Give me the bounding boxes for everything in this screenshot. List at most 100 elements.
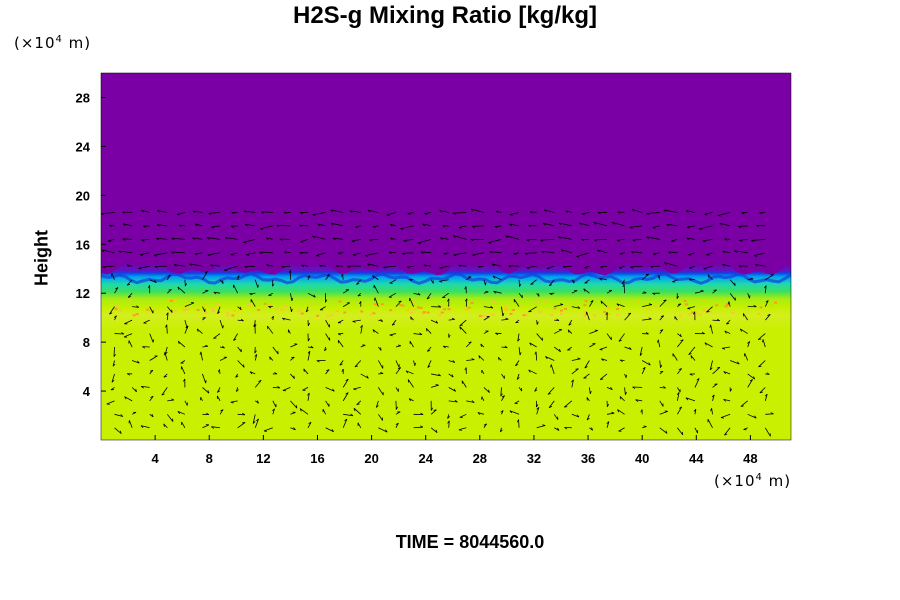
vector-arrowhead	[326, 369, 330, 372]
vector-arrow	[584, 265, 590, 269]
mixing-band	[101, 272, 791, 286]
vector-arrowhead	[458, 227, 462, 229]
vector-arrow	[567, 329, 573, 334]
vector-arrowhead	[515, 364, 519, 367]
vector-arrow	[659, 427, 668, 434]
vector-arrow	[367, 263, 379, 267]
vector-arrow	[757, 333, 766, 340]
vector-arrow	[606, 333, 612, 341]
vector-arrowhead	[519, 352, 522, 356]
vector-arrow	[515, 360, 520, 366]
vector-arrow	[391, 319, 397, 326]
vector-arrowhead	[599, 349, 603, 351]
vector-arrowhead	[339, 363, 343, 366]
vector-arrowhead	[299, 252, 303, 255]
vector-arrowhead	[380, 371, 384, 374]
speckle	[135, 313, 139, 316]
vector-arrowhead	[536, 321, 539, 325]
vector-arrowhead	[492, 275, 496, 279]
vector-arrow	[586, 414, 590, 421]
vector-arrow	[141, 209, 150, 213]
vector-arrow	[424, 212, 432, 214]
vector-arrow	[755, 263, 766, 267]
vector-arrowhead	[217, 390, 221, 393]
vector-arrow	[339, 360, 344, 366]
vector-arrow	[157, 210, 168, 213]
vector-arrowhead	[299, 408, 302, 412]
vector-arrowhead	[509, 214, 513, 216]
speckle	[440, 311, 444, 314]
y-tick-label: 24	[76, 139, 91, 154]
vector-arrowhead	[372, 329, 375, 333]
vector-arrow	[606, 387, 613, 390]
vector-arrow	[535, 351, 538, 361]
vector-arrow	[163, 423, 168, 429]
vector-arrow	[353, 407, 362, 415]
vector-arrowhead	[491, 263, 495, 267]
vector-arrowhead	[243, 210, 247, 214]
vector-arrowhead	[435, 384, 439, 386]
vector-arrowhead	[471, 400, 475, 403]
vector-arrow	[579, 222, 590, 227]
vector-arrow	[373, 284, 379, 294]
vector-arrowhead	[147, 285, 151, 289]
vector-arrowhead	[120, 414, 124, 417]
vector-arrow	[395, 367, 402, 375]
vector-arrow	[516, 373, 520, 380]
vector-arrowhead	[706, 311, 710, 313]
y-tick-label: 28	[76, 90, 90, 105]
vector-arrow	[514, 400, 520, 404]
vector-arrowhead	[217, 311, 220, 314]
vector-arrowhead	[558, 236, 561, 239]
vector-arrowhead	[316, 360, 320, 363]
vector-arrowhead	[325, 299, 328, 303]
speckle	[167, 300, 171, 303]
vector-arrow	[548, 279, 555, 287]
speckle	[409, 311, 413, 314]
vector-arrow	[409, 340, 414, 348]
vector-arrow	[593, 221, 608, 227]
vector-arrowhead	[678, 368, 682, 371]
vector-arrowhead	[556, 318, 560, 321]
vector-arrow	[219, 356, 227, 361]
vector-arrow	[630, 265, 643, 268]
vector-arrow	[427, 360, 432, 368]
speckle	[369, 313, 373, 316]
speckle	[421, 312, 425, 315]
vector-arrowhead	[427, 350, 431, 352]
vector-arrow	[529, 342, 537, 348]
vector-arrowhead	[405, 370, 409, 374]
vector-arrow	[123, 223, 133, 227]
vector-arrowhead	[516, 377, 520, 380]
speckle	[603, 310, 607, 313]
vector-arrowhead	[693, 408, 697, 412]
vector-arrow	[709, 360, 713, 371]
vector-arrowhead	[207, 390, 210, 394]
vector-arrowhead	[740, 405, 744, 407]
vector-arrow	[219, 409, 224, 415]
speckle	[148, 309, 152, 312]
vector-arrowhead	[183, 378, 186, 382]
vector-arrowhead	[616, 303, 620, 307]
speckle	[726, 303, 730, 306]
vector-arrow	[744, 353, 749, 361]
vector-arrowhead	[581, 213, 585, 216]
vector-arrowhead	[719, 222, 723, 226]
vector-arrow	[395, 345, 401, 348]
vector-arrow	[177, 212, 185, 215]
vector-arrow	[407, 212, 414, 214]
vector-arrow	[111, 273, 115, 280]
vector-arrow	[356, 400, 362, 405]
field-layer	[101, 73, 791, 440]
vector-arrowhead	[548, 405, 553, 408]
vector-arrowhead	[751, 240, 755, 243]
vector-arrow	[571, 368, 579, 375]
vector-arrowhead	[397, 344, 401, 347]
vector-arrowhead	[713, 289, 717, 291]
vector-arrowhead	[186, 325, 189, 329]
vector-arrow	[353, 387, 361, 390]
vector-arrowhead	[142, 346, 146, 349]
vector-arrowhead	[571, 379, 574, 383]
vector-arrow	[400, 225, 414, 230]
vector-arrowhead	[606, 403, 609, 407]
